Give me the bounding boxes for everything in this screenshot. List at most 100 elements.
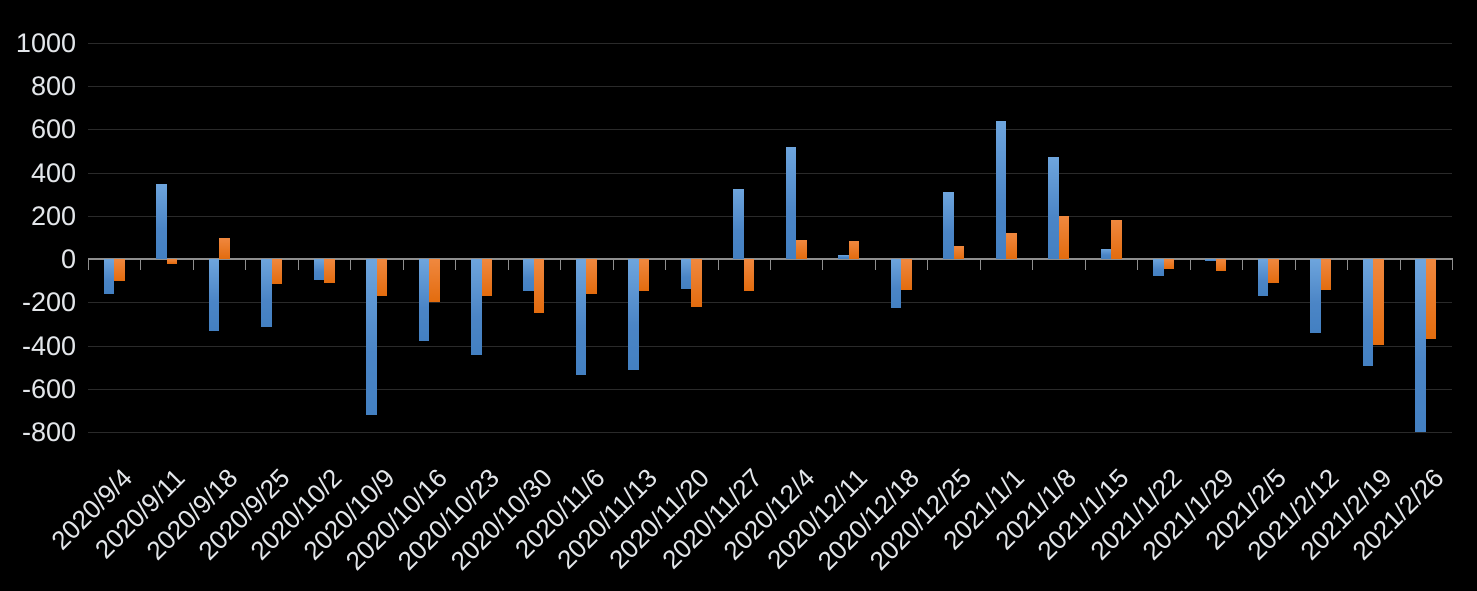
y-gridline <box>88 86 1452 87</box>
bar-orange <box>1111 220 1122 260</box>
y-gridline <box>88 129 1452 130</box>
bar-blue <box>575 259 587 375</box>
bar-blue <box>995 120 1007 260</box>
bar-blue <box>418 259 429 342</box>
bar-blue <box>733 188 744 260</box>
category-tick <box>1242 258 1243 270</box>
category-tick <box>455 258 456 270</box>
category-tick <box>140 258 141 270</box>
category-tick <box>1295 258 1296 270</box>
bar-orange <box>1373 259 1384 346</box>
y-axis-label: -200 <box>21 287 76 317</box>
bar-blue <box>1153 259 1164 277</box>
bar-blue <box>890 259 902 308</box>
bar-orange <box>743 259 755 292</box>
category-tick <box>403 258 404 270</box>
category-tick <box>770 258 771 270</box>
y-gridline <box>88 216 1452 217</box>
category-tick <box>927 258 928 270</box>
bar-orange <box>271 259 283 284</box>
category-tick <box>560 258 561 270</box>
category-tick <box>1137 258 1138 270</box>
bar-orange <box>691 259 702 307</box>
bar-orange <box>638 259 650 292</box>
category-tick <box>1032 258 1033 270</box>
y-axis-label: 200 <box>30 201 76 231</box>
bar-orange <box>586 259 597 294</box>
y-axis-label: -800 <box>21 417 76 447</box>
category-tick <box>822 258 823 270</box>
y-axis-label: 800 <box>30 71 76 101</box>
bar-orange <box>1320 259 1332 291</box>
bar-orange <box>1268 259 1279 283</box>
bar-orange <box>796 239 807 260</box>
bar-blue <box>1257 259 1269 296</box>
bar-blue <box>943 192 954 260</box>
y-gridline <box>88 302 1452 303</box>
bar-orange <box>848 240 860 260</box>
y-axis-label: 0 <box>60 244 76 274</box>
category-tick <box>1400 258 1401 270</box>
bar-blue <box>1205 259 1216 262</box>
bar-blue <box>313 259 325 280</box>
y-gridline <box>88 43 1452 44</box>
y-axis-label: 400 <box>30 158 76 188</box>
bar-blue <box>1100 249 1111 260</box>
bar-blue <box>156 183 167 260</box>
y-axis-label: -600 <box>21 374 76 404</box>
bar-orange <box>376 259 387 296</box>
category-tick <box>665 258 666 270</box>
bar-orange <box>481 259 492 296</box>
bar-orange <box>1006 233 1017 260</box>
category-tick <box>1347 258 1348 270</box>
y-axis-label: 600 <box>30 114 76 144</box>
y-gridline <box>88 432 1452 433</box>
bar-blue <box>471 259 482 356</box>
bar-orange <box>324 259 335 283</box>
y-axis-label: 1000 <box>15 28 76 58</box>
y-axis-label: -400 <box>21 331 76 361</box>
category-tick <box>875 258 876 270</box>
y-gridline <box>88 173 1452 174</box>
category-tick <box>245 258 246 270</box>
category-tick <box>613 258 614 270</box>
bar-orange <box>429 259 440 303</box>
bar-blue <box>1415 259 1426 432</box>
category-tick <box>350 258 351 270</box>
bar-blue <box>1310 259 1321 333</box>
bar-blue <box>838 254 849 260</box>
category-tick <box>1085 258 1086 270</box>
bar-blue <box>523 259 534 292</box>
bar-blue <box>208 259 220 332</box>
category-tick <box>1190 258 1191 270</box>
category-tick <box>298 258 299 270</box>
category-tick <box>718 258 719 270</box>
category-tick <box>980 258 981 270</box>
category-tick <box>193 258 194 270</box>
bar-orange <box>533 259 545 314</box>
bar-orange <box>1163 259 1174 269</box>
bar-orange <box>953 246 965 260</box>
bar-orange <box>1215 259 1227 271</box>
bar-blue <box>680 259 692 290</box>
bar-orange <box>166 259 178 265</box>
bar-blue <box>261 259 272 328</box>
bar-blue <box>103 259 115 294</box>
bar-blue <box>785 146 797 260</box>
bar-blue <box>628 259 639 371</box>
bar-orange <box>1058 215 1069 260</box>
bar-blue <box>1362 259 1374 367</box>
y-gridline <box>88 346 1452 347</box>
bar-orange <box>219 237 230 260</box>
category-tick <box>88 258 89 270</box>
x-axis-line <box>88 258 1452 260</box>
category-tick <box>508 258 509 270</box>
category-tick <box>1452 258 1453 270</box>
bar-blue <box>1048 156 1059 260</box>
bar-orange <box>1425 259 1437 340</box>
bar-blue <box>366 259 377 415</box>
bar-orange <box>901 259 912 291</box>
bar-orange <box>114 259 125 281</box>
y-gridline <box>88 389 1452 390</box>
